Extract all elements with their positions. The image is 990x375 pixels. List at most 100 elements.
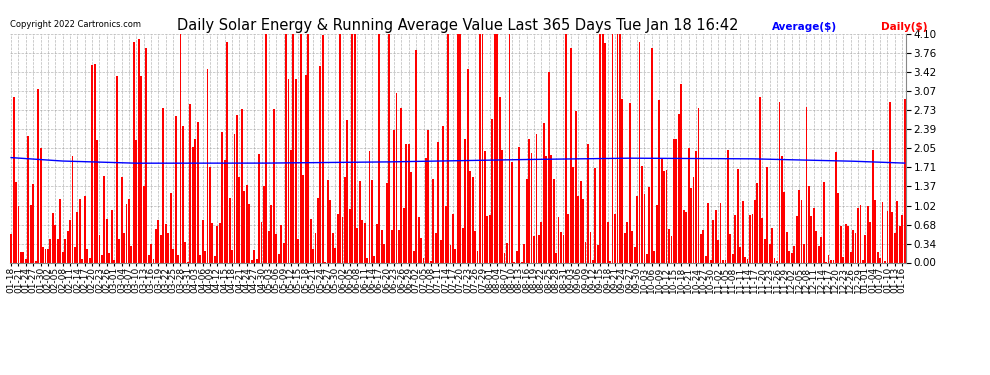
Bar (33, 184, 34, 262)
Bar (545, 156, 547, 262)
Bar (602, 34, 604, 262)
Bar (410, 172, 412, 262)
Bar (528, 140, 530, 262)
Bar (749, 215, 750, 262)
Bar (457, 34, 458, 262)
Bar (761, 218, 763, 262)
Bar (877, 252, 878, 262)
Bar (224, 160, 226, 262)
Bar (541, 222, 543, 262)
Bar (165, 224, 166, 262)
Bar (152, 258, 154, 262)
Bar (891, 211, 893, 262)
Bar (371, 180, 373, 262)
Bar (589, 232, 591, 262)
Bar (632, 231, 633, 262)
Bar (415, 50, 417, 262)
Bar (438, 142, 440, 262)
Bar (830, 260, 832, 262)
Bar (342, 217, 344, 262)
Bar (622, 99, 624, 262)
Bar (504, 253, 506, 262)
Bar (292, 34, 294, 262)
Bar (813, 209, 815, 262)
Bar (516, 251, 518, 262)
Bar (425, 158, 427, 262)
Bar (788, 251, 790, 262)
Bar (295, 80, 297, 262)
Bar (617, 34, 619, 262)
Bar (872, 150, 873, 262)
Bar (862, 260, 864, 262)
Bar (771, 228, 773, 262)
Bar (327, 180, 329, 262)
Bar (874, 200, 876, 262)
Bar (246, 185, 248, 262)
Bar (844, 224, 846, 262)
Bar (278, 254, 279, 262)
Bar (418, 217, 420, 262)
Bar (835, 152, 837, 262)
Bar (491, 119, 493, 262)
Bar (148, 255, 149, 262)
Bar (840, 226, 842, 262)
Bar (420, 238, 422, 262)
Bar (759, 97, 760, 262)
Bar (471, 177, 473, 262)
Bar (116, 76, 118, 262)
Bar (351, 34, 353, 262)
Bar (430, 261, 432, 262)
Bar (550, 155, 552, 262)
Bar (901, 215, 903, 262)
Bar (852, 230, 854, 262)
Bar (624, 233, 626, 262)
Bar (838, 193, 840, 262)
Bar (162, 108, 164, 262)
Bar (285, 34, 287, 262)
Bar (219, 224, 221, 262)
Bar (366, 258, 368, 262)
Bar (768, 243, 770, 262)
Bar (688, 147, 689, 262)
Bar (51, 213, 53, 262)
Bar (101, 255, 103, 262)
Bar (217, 226, 218, 262)
Bar (155, 229, 156, 262)
Bar (464, 140, 466, 262)
Bar (501, 150, 503, 262)
Bar (783, 192, 785, 262)
Bar (469, 171, 471, 262)
Bar (248, 204, 250, 262)
Bar (712, 220, 714, 262)
Bar (609, 261, 611, 262)
Bar (695, 150, 697, 262)
Bar (690, 188, 692, 262)
Bar (332, 233, 334, 262)
Bar (519, 147, 520, 262)
Bar (138, 39, 140, 262)
Bar (239, 177, 241, 262)
Bar (440, 240, 442, 262)
Bar (476, 252, 478, 262)
Bar (320, 66, 322, 262)
Text: Daily($): Daily($) (881, 22, 928, 33)
Bar (639, 42, 641, 262)
Bar (803, 244, 805, 262)
Bar (828, 255, 830, 262)
Bar (50, 238, 51, 262)
Bar (48, 249, 49, 262)
Bar (250, 260, 252, 262)
Bar (778, 102, 780, 262)
Bar (811, 216, 812, 262)
Bar (642, 166, 643, 262)
Bar (273, 108, 274, 262)
Bar (479, 34, 481, 262)
Bar (668, 229, 670, 262)
Bar (705, 256, 707, 262)
Bar (653, 251, 655, 262)
Bar (398, 230, 400, 262)
Bar (776, 261, 778, 262)
Bar (575, 111, 576, 262)
Bar (484, 151, 486, 262)
Bar (580, 182, 581, 262)
